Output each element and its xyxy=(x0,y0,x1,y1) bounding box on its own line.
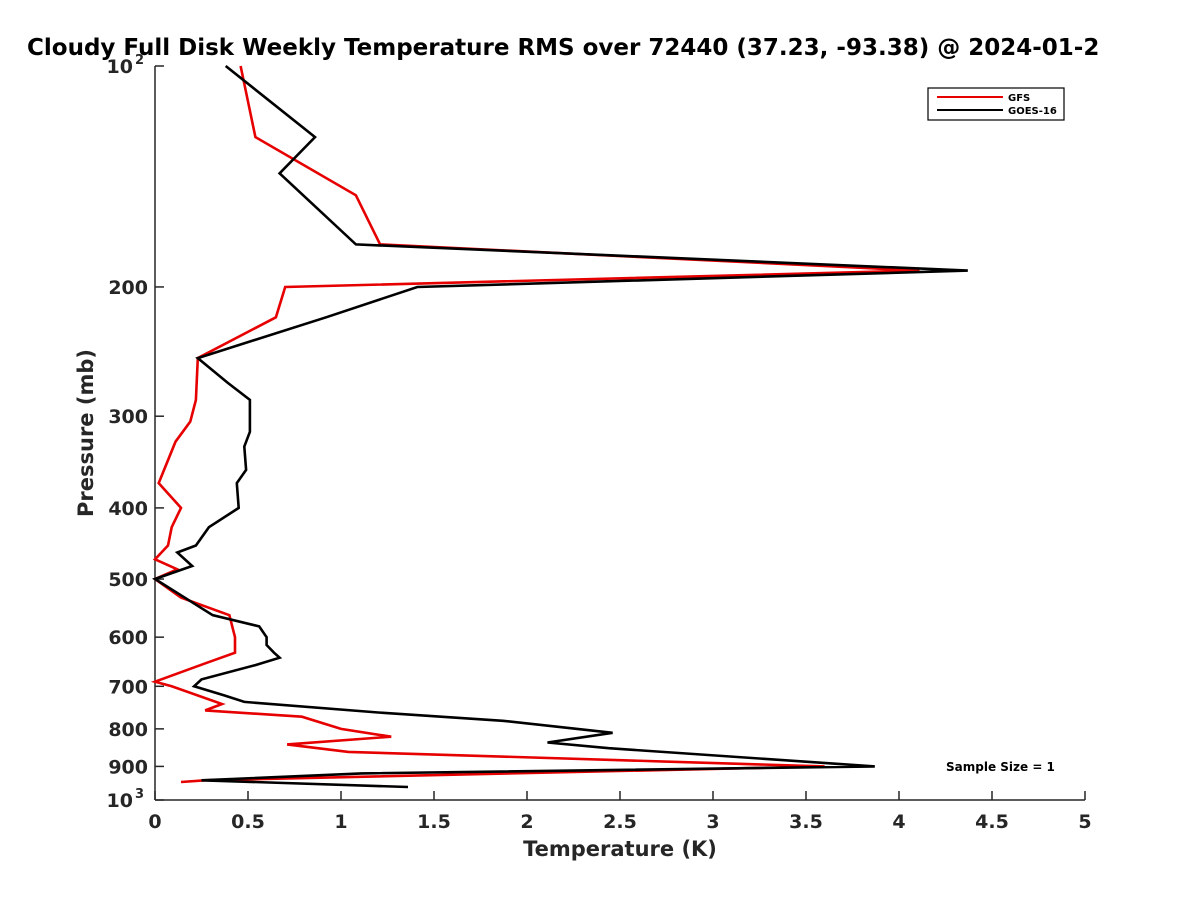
y-tick-label: 500 xyxy=(108,569,148,591)
x-tick-label: 4 xyxy=(892,811,905,833)
x-tick-label: 3.5 xyxy=(789,811,823,833)
legend-box xyxy=(927,87,1065,121)
y-tick-label: 400 xyxy=(108,498,148,520)
y-tick-label: 700 xyxy=(108,676,148,698)
x-tick-label: 2 xyxy=(520,811,533,833)
x-tick-label: 2.5 xyxy=(603,811,637,833)
series-line-goes16 xyxy=(152,64,968,789)
legend-label-goes16: GOES-16 xyxy=(1008,106,1057,117)
y-tick-label: 600 xyxy=(108,627,148,649)
x-tick-label: 1.5 xyxy=(417,811,451,833)
y-tick-label: 900 xyxy=(108,756,148,778)
y-tick-label-exponent: 3 xyxy=(135,787,144,802)
y-axis-label: Pressure (mb) xyxy=(74,349,98,517)
y-tick-label: 10 xyxy=(107,790,133,812)
legend-label-gfs: GFS xyxy=(1008,93,1030,104)
x-tick-label: 5 xyxy=(1078,811,1091,833)
chart-title: Cloudy Full Disk Weekly Temperature RMS … xyxy=(27,35,1099,61)
series-line-gfs xyxy=(150,65,920,784)
y-tick-label: 300 xyxy=(108,406,148,428)
x-tick-label: 1 xyxy=(334,811,347,833)
x-tick-label: 0.5 xyxy=(231,811,265,833)
x-tick-label: 3 xyxy=(706,811,719,833)
plot-area: 0 0.5 1 1.5 2 2.5 3 3.5 4 4.5 510 22003004005006007… xyxy=(107,53,1092,833)
y-tick-label: 10 xyxy=(107,56,133,78)
y-tick-label: 800 xyxy=(108,719,148,741)
x-axis-label: Temperature (K) xyxy=(523,837,717,861)
legend: GFS GOES-16 xyxy=(927,87,1065,121)
sample-size-annotation: Sample Size = 1 xyxy=(946,760,1055,774)
y-tick-label-exponent: 2 xyxy=(135,53,144,68)
x-tick-label: 4.5 xyxy=(975,811,1009,833)
y-tick-label: 200 xyxy=(108,277,148,299)
x-tick-label: 0 xyxy=(148,811,161,833)
